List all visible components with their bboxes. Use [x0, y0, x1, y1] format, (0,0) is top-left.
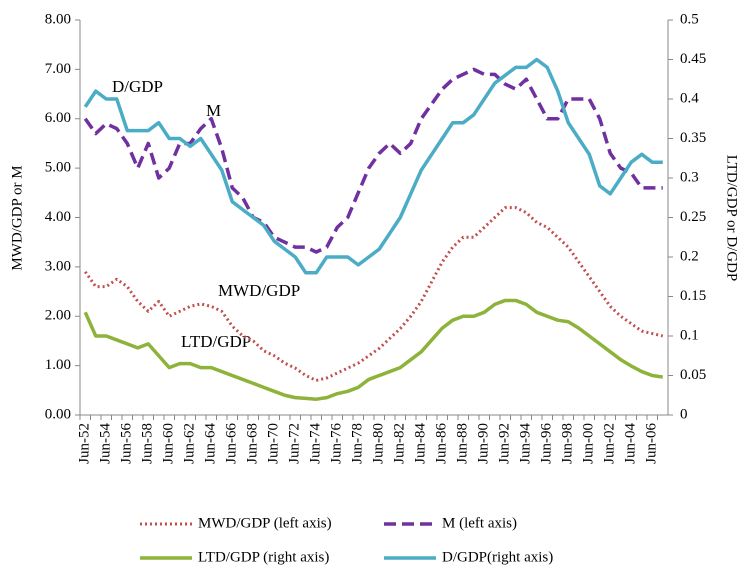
y2-tick-label: 0.15 [680, 288, 706, 304]
y2-tick-label: 0.2 [680, 248, 699, 264]
y2-tick-label: 0.1 [680, 327, 699, 343]
x-tick-label: Jun-56 [119, 423, 135, 464]
y2-tick-label: 0.45 [680, 51, 706, 67]
y-tick-label: 0.00 [45, 406, 71, 422]
y-tick-label: 3.00 [45, 258, 71, 274]
annotation: M [206, 101, 221, 120]
x-tick-label: Jun-02 [602, 423, 618, 464]
y2-tick-label: 0.35 [680, 130, 706, 146]
x-tick-label: Jun-96 [539, 423, 555, 464]
y-axis-label: MWD/GDP or M [9, 165, 25, 270]
y-tick-label: 2.00 [45, 308, 71, 324]
x-tick-label: Jun-92 [497, 423, 513, 464]
x-tick-label: Jun-60 [161, 423, 177, 464]
y2-axis-label: LTD/GDP or D/GDP [724, 155, 740, 281]
y-tick-label: 4.00 [45, 209, 71, 225]
y-tick-label: 1.00 [45, 357, 71, 373]
x-tick-label: Jun-64 [203, 423, 219, 464]
x-tick-label: Jun-06 [644, 423, 660, 464]
x-tick-label: Jun-70 [266, 423, 282, 464]
annotation: D/GDP [112, 77, 163, 96]
y2-tick-label: 0.3 [680, 169, 699, 185]
x-tick-label: Jun-76 [329, 423, 345, 464]
x-tick-label: Jun-84 [413, 423, 429, 464]
series-line [83, 67, 663, 254]
x-tick-label: Jun-94 [518, 423, 534, 464]
x-tick-label: Jun-54 [98, 423, 114, 464]
y-tick-label: 6.00 [45, 110, 71, 126]
y-tick-label: 7.00 [45, 61, 71, 77]
x-tick-label: Jun-80 [371, 423, 387, 464]
x-tick-label: Jun-72 [287, 423, 303, 464]
y2-tick-label: 0.05 [680, 367, 706, 383]
y-tick-label: 5.00 [45, 160, 71, 176]
legend-label: LTD/GDP (right axis) [198, 549, 329, 565]
series-line [83, 298, 664, 401]
x-tick-label: Jun-00 [581, 423, 597, 464]
series-line [84, 206, 664, 382]
x-tick-label: Jun-66 [224, 423, 240, 464]
x-tick-label: Jun-82 [392, 423, 408, 464]
x-tick-label: Jun-90 [476, 423, 492, 464]
legend-label: MWD/GDP (left axis) [198, 515, 332, 531]
y-tick-label: 8.00 [45, 11, 71, 27]
y2-tick-label: 0.4 [680, 90, 699, 106]
x-tick-label: Jun-88 [455, 423, 471, 464]
x-tick-label: Jun-86 [434, 423, 450, 464]
y2-tick-label: 0 [680, 406, 688, 422]
x-tick-label: Jun-74 [308, 423, 324, 464]
y2-tick-label: 0.5 [680, 11, 699, 27]
x-tick-label: Jun-52 [77, 423, 93, 464]
x-tick-label: Jun-98 [560, 423, 576, 464]
legend-label: D/GDP(right axis) [442, 549, 553, 565]
series-line [83, 57, 663, 275]
x-tick-label: Jun-68 [245, 423, 261, 464]
x-tick-label: Jun-62 [182, 423, 198, 464]
y2-tick-label: 0.25 [680, 209, 706, 225]
annotation: MWD/GDP [218, 281, 300, 300]
legend-label: M (left axis) [442, 515, 517, 531]
annotation: LTD/GDP [181, 332, 251, 351]
x-tick-label: Jun-04 [623, 423, 639, 464]
x-tick-label: Jun-58 [140, 423, 156, 464]
x-tick-label: Jun-78 [350, 423, 366, 464]
